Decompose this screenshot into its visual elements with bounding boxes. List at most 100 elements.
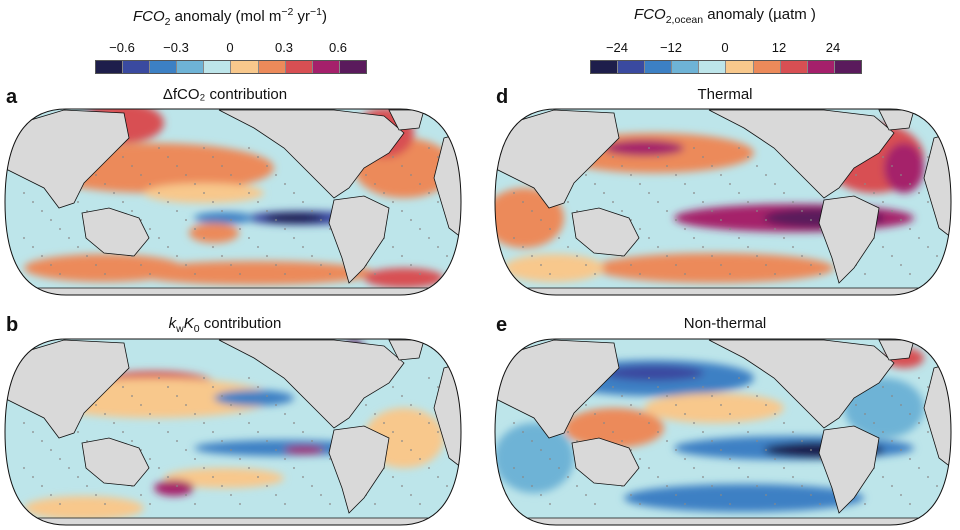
significance-dot bbox=[428, 237, 430, 239]
colorbar-bin bbox=[780, 61, 808, 73]
significance-dot bbox=[783, 467, 785, 469]
anomaly-region bbox=[284, 446, 324, 454]
significance-dot bbox=[302, 476, 304, 478]
significance-dot bbox=[891, 165, 893, 167]
significance-dot bbox=[86, 485, 88, 487]
significance-dot bbox=[783, 237, 785, 239]
tick: 0.6 bbox=[328, 40, 348, 55]
significance-dot bbox=[95, 404, 97, 406]
significance-dot bbox=[810, 494, 812, 496]
significance-dot bbox=[401, 165, 403, 167]
significance-dot bbox=[810, 264, 812, 266]
tick: −0.6 bbox=[109, 40, 135, 55]
significance-dot bbox=[666, 210, 668, 212]
significance-dot bbox=[648, 467, 650, 469]
significance-dot bbox=[702, 201, 704, 203]
significance-dot bbox=[531, 485, 533, 487]
significance-dot bbox=[239, 458, 241, 460]
significance-dot bbox=[203, 147, 205, 149]
significance-dot bbox=[86, 255, 88, 257]
significance-dot bbox=[293, 192, 295, 194]
significance-dot bbox=[311, 210, 313, 212]
significance-dot bbox=[621, 395, 623, 397]
significance-dot bbox=[522, 201, 524, 203]
significance-dot bbox=[864, 503, 866, 505]
significance-dot bbox=[77, 431, 79, 433]
significance-dot bbox=[302, 431, 304, 433]
significance-dot bbox=[900, 219, 902, 221]
significance-dot bbox=[437, 201, 439, 203]
panel-label-e: e bbox=[496, 314, 508, 336]
significance-dot bbox=[185, 404, 187, 406]
significance-dot bbox=[320, 219, 322, 221]
map-panel-a bbox=[4, 108, 462, 296]
significance-dot bbox=[558, 237, 560, 239]
significance-dot bbox=[927, 476, 929, 478]
significance-dot bbox=[909, 183, 911, 185]
significance-dot bbox=[410, 264, 412, 266]
significance-dot bbox=[77, 201, 79, 203]
anomaly-region bbox=[884, 143, 924, 193]
significance-dot bbox=[675, 264, 677, 266]
significance-dot bbox=[32, 246, 34, 248]
significance-dot bbox=[567, 431, 569, 433]
significance-dot bbox=[248, 147, 250, 149]
significance-dot bbox=[248, 467, 250, 469]
significance-dot bbox=[711, 440, 713, 442]
landmass bbox=[495, 339, 620, 439]
significance-dot bbox=[702, 476, 704, 478]
significance-dot bbox=[212, 156, 214, 158]
significance-dot bbox=[257, 386, 259, 388]
significance-dot bbox=[612, 201, 614, 203]
significance-dot bbox=[149, 273, 151, 275]
significance-dot bbox=[257, 246, 259, 248]
significance-dot bbox=[882, 246, 884, 248]
significance-dot bbox=[747, 201, 749, 203]
significance-dot bbox=[275, 219, 277, 221]
map-outline bbox=[4, 108, 462, 296]
significance-dot bbox=[702, 431, 704, 433]
significance-dot bbox=[585, 494, 587, 496]
landmass bbox=[328, 425, 390, 514]
colorbar-bin bbox=[726, 61, 754, 73]
significance-dot bbox=[918, 237, 920, 239]
significance-dot bbox=[891, 255, 893, 257]
significance-dot bbox=[410, 174, 412, 176]
significance-dot bbox=[275, 264, 277, 266]
significance-dot bbox=[774, 228, 776, 230]
significance-dot bbox=[630, 174, 632, 176]
significance-dot bbox=[437, 156, 439, 158]
tick: −0.3 bbox=[163, 40, 189, 55]
significance-dot bbox=[621, 165, 623, 167]
significance-dot bbox=[41, 255, 43, 257]
panel-title-e: Non-thermal bbox=[683, 315, 767, 332]
significance-dot bbox=[248, 237, 250, 239]
significance-dot bbox=[639, 503, 641, 505]
significance-dot bbox=[275, 404, 277, 406]
significance-dot bbox=[167, 476, 169, 478]
significance-dot bbox=[630, 404, 632, 406]
panel-title-a: ΔfCO₂ contribution bbox=[162, 86, 288, 103]
landmass bbox=[218, 109, 405, 199]
significance-dot bbox=[419, 273, 421, 275]
significance-dot bbox=[927, 431, 929, 433]
significance-dot bbox=[203, 377, 205, 379]
significance-dot bbox=[756, 395, 758, 397]
significance-dot bbox=[891, 485, 893, 487]
significance-dot bbox=[131, 395, 133, 397]
anomaly-region bbox=[604, 365, 704, 381]
significance-dot bbox=[59, 503, 61, 505]
significance-dot bbox=[104, 413, 106, 415]
anomaly-region bbox=[504, 254, 604, 282]
map-outline bbox=[494, 108, 952, 296]
colorbar-title-pco2: FCO2,ocean anomaly (µatm ) bbox=[634, 6, 816, 26]
significance-dot bbox=[648, 192, 650, 194]
significance-dot bbox=[585, 174, 587, 176]
significance-dot bbox=[819, 458, 821, 460]
significance-dot bbox=[639, 458, 641, 460]
significance-dot bbox=[113, 192, 115, 194]
landmass bbox=[495, 517, 951, 525]
colorbar-bin bbox=[177, 61, 205, 73]
significance-dot bbox=[158, 422, 160, 424]
landmass bbox=[81, 437, 150, 487]
